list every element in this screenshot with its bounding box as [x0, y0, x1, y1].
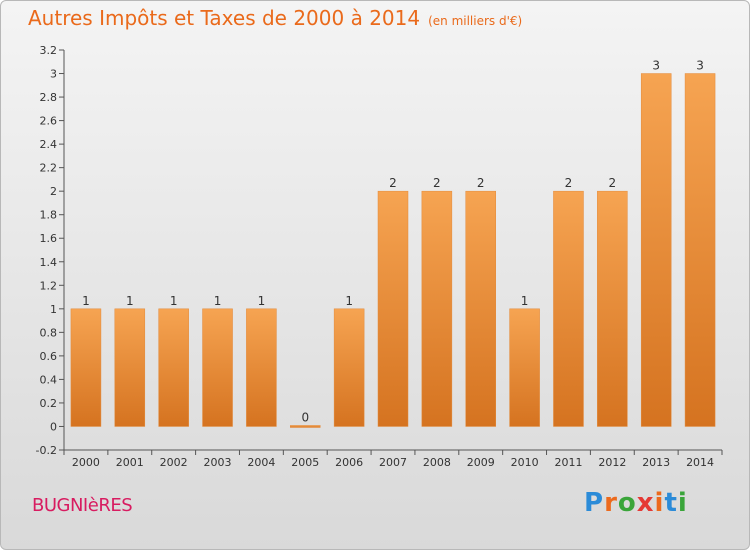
data-label: 1 [82, 294, 90, 308]
bar [421, 190, 453, 427]
x-tick-label: 2010 [511, 456, 539, 469]
x-tick-label: 2008 [423, 456, 451, 469]
y-tick-label: 0.6 [40, 350, 58, 363]
y-tick-label: 2.2 [40, 162, 58, 175]
y-tick-label: 0.4 [40, 373, 58, 386]
x-tick-label: 2014 [686, 456, 714, 469]
data-labels: 1 1 1 1 1 0 1 2 2 2 1 2 2 3 3 [82, 59, 704, 425]
bar [290, 425, 321, 428]
data-label: 1 [126, 294, 134, 308]
x-tick-label: 2013 [642, 456, 670, 469]
bar [684, 73, 716, 427]
bars [70, 73, 716, 428]
x-tick-label: 2005 [291, 456, 319, 469]
y-tick-label: 0.2 [40, 397, 58, 410]
data-label: 2 [565, 176, 573, 190]
chart-title-row: Autres Impôts et Taxes de 2000 à 2014 (en… [28, 6, 522, 30]
logo-letter: i [654, 488, 665, 518]
x-axis: 2000 2001 2002 2003 2004 2005 2006 2007 2008 2009… [63, 449, 723, 469]
y-axis: -0.2 0 0.2 0.4 0.6 0.8 1 1.2 1.4 1.6 1.8 2 2.2 2.4 2.6… [36, 44, 65, 457]
chart-title: Autres Impôts et Taxes de 2000 à 2014 [28, 6, 421, 30]
y-tick-label: 1.6 [40, 232, 58, 245]
y-tick-label: 0 [50, 420, 57, 433]
bar [553, 190, 584, 427]
logo-letter: x [636, 488, 655, 518]
logo-letter: o [617, 488, 637, 518]
x-tick-label: 2009 [467, 456, 495, 469]
x-tick-label: 2003 [204, 456, 232, 469]
x-tick-label: 2007 [379, 456, 407, 469]
data-label: 2 [609, 176, 617, 190]
data-label: 3 [652, 59, 660, 73]
chart-unit: (en milliers d'€) [428, 14, 523, 28]
bar [114, 308, 146, 427]
y-tick-label: 2.4 [40, 138, 58, 151]
bar [640, 73, 672, 427]
commune-name: BUGNIèRES [32, 495, 133, 516]
x-tick-label: 2000 [72, 456, 100, 469]
data-label: 0 [301, 410, 309, 424]
y-tick-label: -0.2 [36, 444, 57, 457]
x-tick-label: 2012 [598, 456, 626, 469]
bar [70, 308, 102, 427]
logo-letter: t [664, 488, 678, 518]
y-tick-label: 2.8 [40, 91, 58, 104]
y-tick-label: 3.2 [40, 44, 58, 57]
y-tick-label: 2.6 [40, 115, 58, 128]
x-tick-label: 2002 [160, 456, 188, 469]
y-tick-label: 1 [50, 303, 57, 316]
bar [509, 308, 540, 427]
data-label: 2 [477, 176, 485, 190]
bar [597, 190, 628, 427]
bar [158, 308, 189, 427]
x-tick-label: 2011 [554, 456, 582, 469]
x-tick-label: 2004 [247, 456, 275, 469]
bar [246, 308, 277, 427]
data-label: 1 [521, 294, 529, 308]
bar [202, 308, 233, 427]
y-tick-label: 0.8 [40, 326, 58, 339]
logo-letter: i [677, 488, 688, 518]
bar [333, 308, 365, 427]
proxiti-logo: Proxiti [584, 488, 688, 518]
y-tick-label: 1.4 [40, 256, 58, 269]
data-label: 1 [345, 294, 353, 308]
data-label: 1 [214, 294, 222, 308]
bar [465, 190, 496, 427]
data-label: 1 [258, 294, 266, 308]
logo-letter: P [584, 488, 605, 518]
bar [377, 190, 409, 427]
logo-letter: r [604, 488, 618, 518]
y-tick-label: 1.2 [40, 279, 58, 292]
data-label: 2 [433, 176, 441, 190]
data-label: 2 [389, 176, 397, 190]
x-tick-label: 2001 [116, 456, 144, 469]
data-label: 3 [696, 59, 704, 73]
y-tick-label: 1.8 [40, 209, 58, 222]
y-tick-label: 2 [50, 185, 57, 198]
data-label: 1 [170, 294, 178, 308]
y-tick-label: 3 [50, 68, 57, 81]
x-tick-label: 2006 [335, 456, 363, 469]
